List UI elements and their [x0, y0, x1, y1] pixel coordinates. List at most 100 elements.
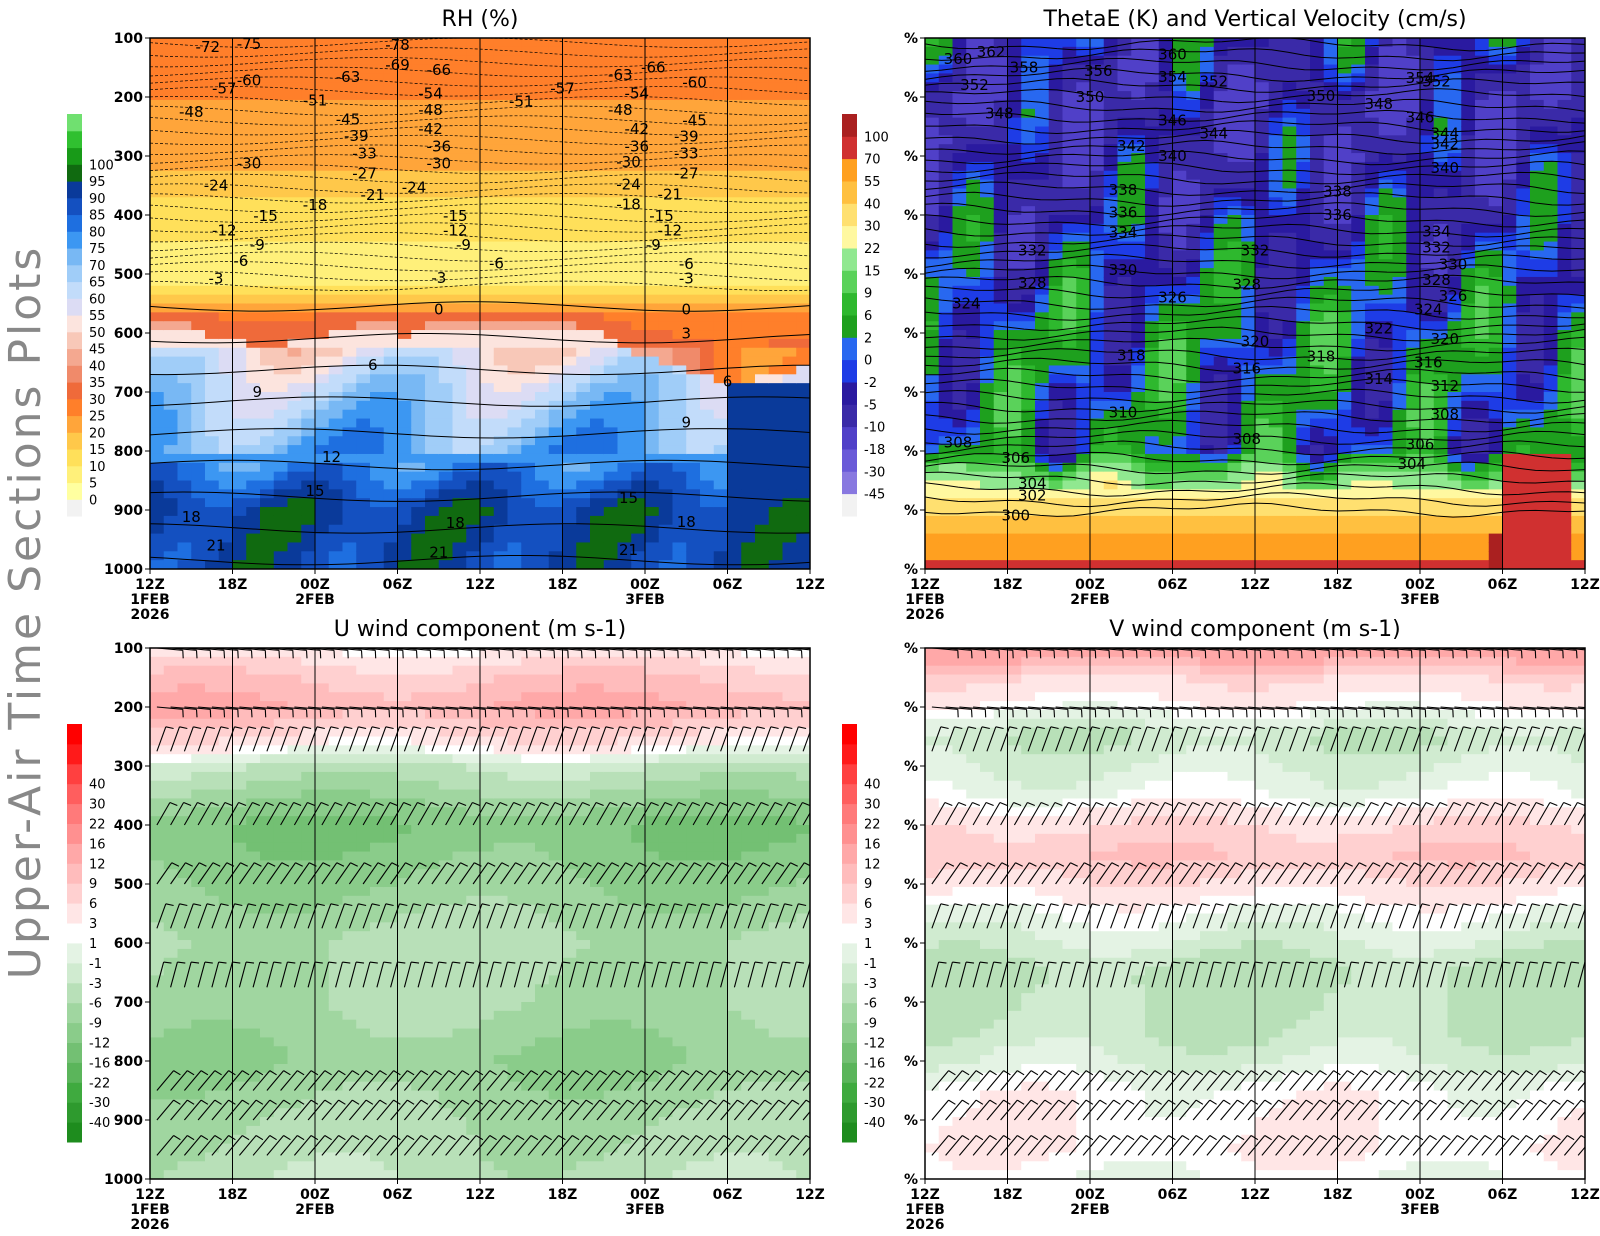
field-cell	[356, 462, 371, 473]
field-cell	[273, 427, 289, 437]
field-cell	[1007, 551, 1022, 561]
field-cell	[480, 206, 495, 216]
field-cell	[1337, 179, 1352, 190]
contour-label: -30	[237, 155, 262, 173]
field-cell	[631, 524, 646, 535]
field-cell	[631, 259, 646, 269]
colorbar-label: 75	[89, 242, 106, 257]
field-cell	[507, 374, 522, 384]
field-cell	[507, 312, 522, 322]
field-cell	[1090, 542, 1105, 552]
field-cell	[1035, 533, 1050, 544]
field-cell	[150, 533, 165, 544]
field-cell	[603, 55, 619, 66]
field-cell	[246, 507, 261, 517]
field-cell	[1145, 374, 1160, 384]
field-cell	[1145, 383, 1160, 393]
field-cell	[1021, 347, 1036, 358]
field-cell	[576, 480, 591, 490]
field-cell	[576, 498, 591, 508]
field-cell	[356, 206, 371, 216]
field-cell	[328, 418, 344, 428]
field-cell	[232, 480, 247, 490]
field-cell	[993, 38, 1009, 48]
field-cell	[1062, 259, 1077, 269]
field-cell	[425, 250, 440, 260]
field-cell	[1186, 99, 1201, 110]
field-cell	[782, 471, 797, 482]
field-cell	[590, 445, 605, 455]
field-cell	[938, 418, 954, 428]
field-cell	[1213, 560, 1229, 569]
field-cell	[1227, 91, 1242, 101]
field-cell	[1062, 533, 1077, 544]
field-cell	[1200, 542, 1215, 552]
field-cell	[590, 99, 605, 110]
field-cell	[617, 38, 632, 48]
field-cell	[1172, 515, 1187, 526]
field-cell	[466, 409, 481, 420]
field-cell	[700, 409, 715, 420]
field-cell	[993, 303, 1009, 313]
field-cell	[493, 126, 509, 136]
field-cell	[260, 427, 275, 437]
field-cell	[1351, 356, 1366, 367]
field-cell	[260, 294, 275, 305]
field-cell	[452, 215, 467, 225]
field-cell	[700, 73, 715, 83]
field-cell	[246, 285, 261, 296]
field-cell	[356, 471, 371, 482]
field-cell	[590, 73, 605, 83]
field-cell	[1227, 321, 1242, 331]
field-cell	[713, 383, 729, 393]
field-cell	[466, 356, 481, 367]
field-cell	[1158, 259, 1174, 269]
field-cell	[741, 82, 756, 92]
field-cell	[1021, 551, 1036, 561]
field-cell	[246, 400, 261, 411]
field-cell	[1351, 55, 1366, 66]
y-tick-label: 900	[114, 503, 143, 519]
field-cell	[260, 55, 275, 66]
field-cell	[1145, 197, 1160, 207]
field-cell	[672, 515, 687, 526]
field-cell	[260, 409, 275, 420]
field-cell	[1255, 542, 1270, 552]
field-cell	[1310, 46, 1325, 57]
field-cell	[576, 285, 591, 296]
field-cell	[1213, 365, 1229, 375]
x-tick-label: 12Z	[795, 577, 825, 593]
field-cell	[1007, 99, 1022, 110]
field-cell	[1117, 99, 1132, 110]
field-cell	[727, 551, 742, 561]
contour-label: -63	[608, 66, 633, 84]
field-cell	[342, 64, 357, 74]
field-cell	[218, 312, 234, 322]
field-cell	[1062, 498, 1077, 508]
field-cell	[755, 232, 770, 243]
field-cell	[1241, 471, 1256, 482]
contour-label: 18	[677, 513, 696, 531]
field-cell	[1158, 524, 1174, 535]
field-cell	[1090, 161, 1105, 172]
field-cell	[590, 91, 605, 101]
field-cell	[287, 409, 302, 420]
field-cell	[672, 46, 687, 57]
field-cell	[1296, 453, 1311, 464]
field-cell	[1337, 418, 1352, 428]
field-cell	[480, 268, 495, 278]
field-cell	[755, 161, 770, 172]
field-cell	[1048, 276, 1064, 287]
field-cell	[232, 259, 247, 269]
field-cell	[603, 38, 619, 48]
field-cell	[480, 480, 495, 490]
field-cell	[1310, 99, 1325, 110]
field-cell	[507, 126, 522, 136]
field-cell	[232, 38, 247, 48]
field-cell	[1048, 38, 1064, 48]
field-cell	[493, 232, 509, 243]
field-cell	[782, 276, 797, 287]
field-cell	[273, 507, 289, 517]
field-cell	[755, 524, 770, 535]
field-cell	[1351, 374, 1366, 384]
